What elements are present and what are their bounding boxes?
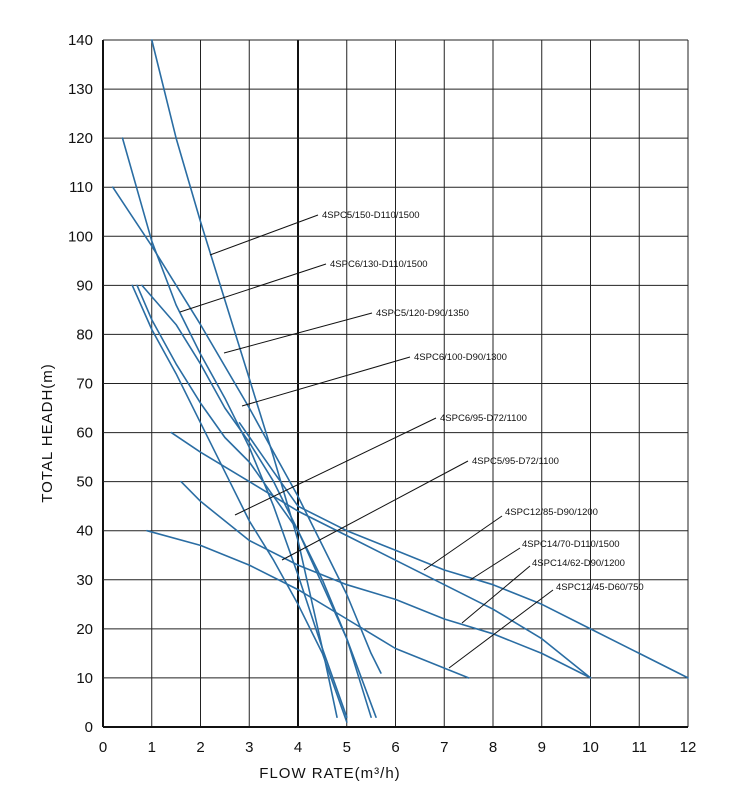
leader-line-9 — [461, 565, 531, 624]
series-label-5: 4SPC6/95-D72/1100 — [440, 413, 527, 424]
x-tick-label: 7 — [440, 739, 448, 756]
series-curve-7 — [170, 431, 592, 679]
y-axis-ticks: 0 10 20 30 40 50 60 70 80 90 100 110 120 130 140 — [68, 32, 93, 736]
leader-line-3 — [223, 312, 373, 354]
y-tick-label: 140 — [68, 32, 93, 49]
x-tick-label: 5 — [343, 739, 351, 756]
series-label-7: 4SPC12/85-D90/1200 — [505, 507, 598, 518]
x-tick-label: 11 — [631, 739, 647, 756]
x-tick-label: 3 — [245, 739, 253, 756]
x-axis-ticks: 0 1 2 3 4 5 6 7 8 9 10 11 12 — [99, 739, 697, 756]
leader-line-7 — [423, 515, 503, 571]
y-tick-label: 90 — [76, 277, 93, 294]
series-label-8: 4SPC14/70-D110/1500 — [522, 539, 620, 550]
y-tick-label: 60 — [76, 425, 93, 442]
leader-line-8 — [469, 547, 521, 581]
y-tick-label: 130 — [68, 81, 93, 98]
y-tick-label: 100 — [68, 228, 93, 245]
leader-line-10 — [448, 589, 554, 669]
series-label-2: 4SPC6/130-D110/1500 — [330, 259, 428, 270]
leader-line-2 — [179, 263, 327, 313]
leader-line-4 — [241, 356, 411, 407]
series-label-1: 4SPC5/150-D110/1500 — [322, 210, 420, 221]
x-tick-label: 6 — [391, 739, 399, 756]
x-tick-label: 0 — [99, 739, 107, 756]
y-tick-label: 80 — [76, 326, 93, 343]
leader-line-6 — [281, 460, 469, 561]
series-label-4: 4SPC6/100-D90/1300 — [414, 352, 507, 363]
series-curve-10 — [146, 529, 470, 679]
series-label-9: 4SPC14/62-D90/1200 — [532, 558, 625, 569]
y-tick-label: 70 — [76, 376, 93, 393]
y-tick-label: 30 — [76, 572, 93, 589]
y-tick-label: 0 — [85, 719, 93, 736]
y-tick-label: 20 — [76, 621, 93, 638]
y-axis-title: TOTAL HEADH(m) — [39, 363, 56, 503]
series-curve-6 — [136, 284, 372, 718]
series-curves — [112, 39, 689, 723]
series-curve-2 — [121, 137, 348, 718]
series-curve-9 — [180, 480, 592, 679]
y-tick-label: 40 — [76, 523, 93, 540]
series-curve-1 — [151, 39, 338, 718]
series-labels: 4SPC5/150-D110/1500 4SPC6/130-D110/1500 4S… — [322, 210, 644, 593]
x-tick-label: 1 — [148, 739, 156, 756]
x-tick-label: 8 — [489, 739, 497, 756]
series-curve-5 — [131, 284, 348, 723]
x-tick-label: 10 — [582, 739, 599, 756]
y-tick-label: 110 — [69, 179, 93, 196]
leader-line-5 — [234, 417, 437, 516]
label-leader-lines — [179, 214, 554, 669]
series-label-10: 4SPC12/45-D60/750 — [556, 582, 644, 593]
y-tick-label: 10 — [76, 670, 93, 687]
series-label-3: 4SPC5/120-D90/1350 — [376, 308, 469, 319]
x-tick-label: 2 — [196, 739, 204, 756]
x-tick-label: 12 — [680, 739, 697, 756]
series-curve-4 — [141, 284, 377, 718]
x-tick-label: 9 — [538, 739, 546, 756]
series-label-6: 4SPC5/95-D72/1100 — [472, 456, 559, 467]
y-tick-label: 50 — [76, 474, 93, 491]
series-curve-8 — [238, 422, 689, 679]
plot-grid — [102, 39, 689, 728]
x-tick-label: 4 — [294, 739, 302, 756]
y-tick-label: 120 — [68, 130, 93, 147]
x-axis-title: FLOW RATE(m³/h) — [259, 765, 400, 782]
leader-line-1 — [209, 214, 319, 256]
series-curve-3 — [112, 186, 382, 674]
